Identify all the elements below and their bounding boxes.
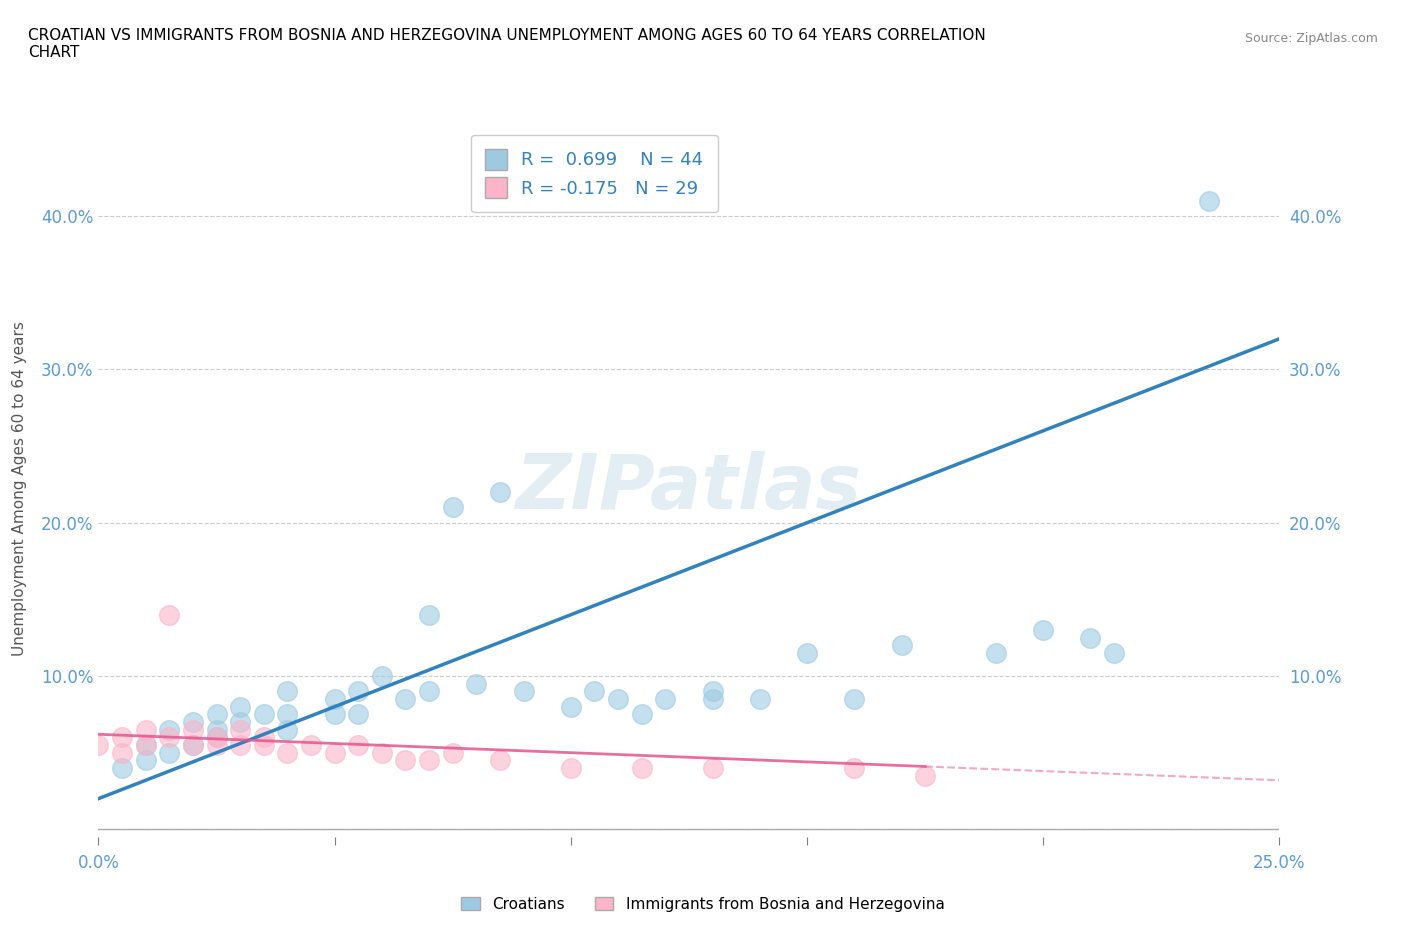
Point (205, 737, 228, 752)
Point (111, 730, 134, 745)
Point (489, 485, 512, 499)
Point (205, 730, 228, 745)
Point (111, 761, 134, 776)
Text: Source: ZipAtlas.com: Source: ZipAtlas.com (1244, 32, 1378, 45)
Point (748, 692, 770, 707)
Point (1080, 631, 1102, 645)
Point (630, 761, 652, 776)
Point (371, 669, 394, 684)
Point (157, 723, 180, 737)
Point (607, 692, 630, 707)
Point (489, 753, 512, 768)
Point (276, 707, 298, 722)
Point (371, 745, 394, 760)
Point (890, 638, 912, 653)
Text: 25.0%: 25.0% (1253, 854, 1306, 871)
Point (630, 707, 652, 722)
Point (347, 684, 370, 698)
Point (253, 730, 276, 745)
Point (418, 753, 440, 768)
Point (299, 737, 322, 752)
Point (418, 607, 440, 622)
Point (253, 707, 276, 722)
Point (844, 692, 866, 707)
Point (157, 730, 180, 745)
Point (135, 753, 157, 768)
Point (181, 723, 204, 737)
Point (702, 761, 724, 776)
Point (135, 723, 157, 737)
Point (1032, 622, 1054, 637)
Point (394, 692, 416, 707)
Y-axis label: Unemployment Among Ages 60 to 64 years: Unemployment Among Ages 60 to 64 years (13, 321, 27, 656)
Point (205, 707, 228, 722)
Point (276, 745, 298, 760)
Point (181, 737, 204, 752)
Point (87, 737, 110, 752)
Point (157, 745, 180, 760)
Point (205, 723, 228, 737)
Point (323, 707, 346, 722)
Point (441, 500, 464, 515)
Point (654, 692, 676, 707)
Point (702, 684, 724, 698)
Point (583, 684, 606, 698)
Point (512, 684, 534, 698)
Point (796, 645, 818, 660)
Legend: R =  0.699    N = 44, R = -0.175   N = 29: R = 0.699 N = 44, R = -0.175 N = 29 (471, 135, 718, 212)
Point (181, 714, 204, 729)
Point (347, 707, 370, 722)
Point (157, 607, 180, 622)
Point (276, 723, 298, 737)
Point (394, 753, 416, 768)
Point (253, 737, 276, 752)
Text: 0.0%: 0.0% (77, 854, 120, 871)
Point (441, 745, 464, 760)
Point (844, 761, 866, 776)
Point (1198, 193, 1220, 208)
Point (229, 723, 252, 737)
Legend: Croatians, Immigrants from Bosnia and Herzegovina: Croatians, Immigrants from Bosnia and He… (456, 890, 950, 918)
Point (323, 692, 346, 707)
Point (323, 745, 346, 760)
Point (418, 684, 440, 698)
Point (135, 737, 157, 752)
Point (229, 714, 252, 729)
Point (276, 684, 298, 698)
Point (205, 730, 228, 745)
Point (984, 645, 1007, 660)
Point (702, 692, 724, 707)
Point (560, 699, 582, 714)
Point (465, 676, 488, 691)
Point (1102, 645, 1125, 660)
Point (135, 737, 157, 752)
Text: CROATIAN VS IMMIGRANTS FROM BOSNIA AND HERZEGOVINA UNEMPLOYMENT AMONG AGES 60 TO: CROATIAN VS IMMIGRANTS FROM BOSNIA AND H… (28, 28, 986, 60)
Point (229, 737, 252, 752)
Point (181, 737, 204, 752)
Point (347, 737, 370, 752)
Text: ZIPatlas: ZIPatlas (516, 451, 862, 525)
Point (229, 699, 252, 714)
Point (111, 745, 134, 760)
Point (560, 761, 582, 776)
Point (914, 768, 936, 783)
